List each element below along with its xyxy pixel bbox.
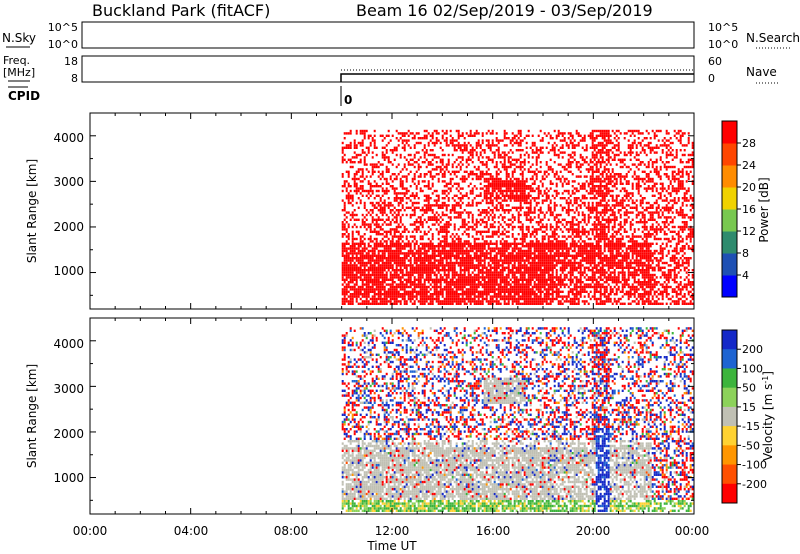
power-colorbar: 4 8 12 16 20 24 28 Power [dB]	[721, 120, 771, 298]
nave-label: Nave	[746, 65, 777, 79]
power-colorbar-tick: 4	[742, 269, 749, 282]
velocity-y-axis-label: Slant Range [km]	[25, 364, 39, 468]
freq-strip	[81, 55, 695, 83]
velocity-ytick-3000: 3000	[53, 382, 84, 396]
xtick-4: 16:00	[476, 524, 511, 538]
colorbar-cell	[722, 165, 737, 188]
velocity-panel: 1000 2000 3000 4000 Slant Range [km]	[25, 317, 695, 515]
colorbar-cell	[722, 143, 737, 166]
power-colorbar-tick: 24	[742, 159, 756, 172]
nsky-tick-top-right: 10^5	[708, 21, 738, 34]
velocity-colorbar-tick: 200	[742, 343, 763, 356]
nsky-tick-bottom-right: 10^0	[708, 38, 738, 51]
colorbar-cell	[722, 406, 737, 427]
power-colorbar-tick: 20	[742, 181, 756, 194]
power-ytick-4000: 4000	[53, 131, 84, 145]
xtick-1: 04:00	[174, 524, 209, 538]
nsky-tick-top-left: 10^5	[48, 21, 78, 34]
power-colorbar-tick: 12	[742, 225, 756, 238]
freq-label: Freq.	[3, 54, 30, 67]
velocity-ytick-2000: 2000	[53, 427, 84, 441]
velocity-colorbar: 200 100 50 15 -15 -50 -100 -200 Velocity [m s-1…	[721, 329, 775, 504]
velocity-ytick-1000: 1000	[53, 471, 84, 485]
velocity-colorbar-tick: -15	[742, 420, 760, 433]
freq-trace	[340, 73, 694, 82]
colorbar-cell	[722, 275, 737, 298]
xtick-2: 08:00	[274, 524, 309, 538]
colorbar-cell	[722, 368, 737, 389]
chart-subtitle: Beam 16 02/Sep/2019 - 03/Sep/2019	[356, 1, 653, 20]
freq-tick-top: 18	[64, 55, 78, 68]
nave-tick-top: 60	[708, 55, 722, 68]
colorbar-cell	[722, 483, 737, 504]
colorbar-cell	[722, 330, 737, 350]
nsearch-label: N.Search	[746, 31, 800, 45]
colorbar-cell	[722, 121, 737, 144]
colorbar-cell	[722, 445, 737, 466]
power-panel: 1000 2000 3000 4000 Slant Range [km]	[25, 112, 695, 310]
xtick-6: 00:00	[675, 524, 710, 538]
power-y-axis-label: Slant Range [km]	[25, 159, 39, 263]
colorbar-cell	[722, 253, 737, 276]
velocity-colorbar-tick: -200	[742, 478, 767, 491]
x-axis-label: Time UT	[366, 539, 417, 553]
velocity-y-ticks: 1000 2000 3000 4000	[53, 337, 84, 485]
colorbar-cell	[722, 209, 737, 232]
power-ytick-1000: 1000	[53, 264, 84, 278]
velocity-colorbar-frame	[721, 329, 738, 504]
velocity-colorbar-tick: 15	[742, 401, 756, 414]
chart-title: Buckland Park (fitACF)	[92, 1, 270, 20]
colorbar-cell	[722, 426, 737, 446]
power-ytick-3000: 3000	[53, 175, 84, 189]
colorbar-cell	[722, 387, 737, 408]
power-ytick-2000: 2000	[53, 220, 84, 234]
power-colorbar-tick: 28	[742, 137, 756, 150]
velocity-heatmap-cells	[341, 327, 694, 512]
cpid-value: 0	[344, 93, 352, 107]
xtick-0: 00:00	[73, 524, 108, 538]
nsky-strip	[81, 21, 695, 49]
velocity-colorbar-label: Velocity [m s-1]	[761, 371, 775, 461]
power-heatmap-cells	[341, 129, 694, 305]
xtick-3: 12:00	[375, 524, 410, 538]
colorbar-cell	[722, 231, 737, 254]
x-axis-ticks: 00:00 04:00 08:00 12:00 16:00 20:00 00:0…	[73, 524, 710, 538]
colorbar-cell	[722, 187, 737, 210]
colorbar-cell	[722, 349, 737, 369]
velocity-ytick-4000: 4000	[53, 337, 84, 351]
velocity-colorbar-tick: 50	[742, 382, 756, 395]
velocity-colorbar-tick: -100	[742, 459, 767, 472]
freq-unit-label: [MHz]	[3, 66, 35, 79]
nsky-tick-bottom-left: 10^0	[48, 38, 78, 51]
cpid-label: CPID	[8, 89, 40, 103]
power-y-ticks: 1000 2000 3000 4000	[53, 131, 84, 278]
velocity-colorbar-tick: -50	[742, 439, 760, 452]
velocity-colorbar-tick: 100	[742, 362, 763, 375]
xtick-5: 20:00	[576, 524, 611, 538]
power-colorbar-tick: 8	[742, 247, 749, 260]
power-colorbar-tick: 16	[742, 203, 756, 216]
nsky-label: N.Sky	[2, 31, 36, 45]
power-colorbar-label: Power [dB]	[757, 177, 771, 242]
colorbar-cell	[722, 464, 737, 485]
freq-tick-bottom: 8	[71, 72, 78, 85]
nave-tick-bottom: 0	[708, 72, 715, 85]
